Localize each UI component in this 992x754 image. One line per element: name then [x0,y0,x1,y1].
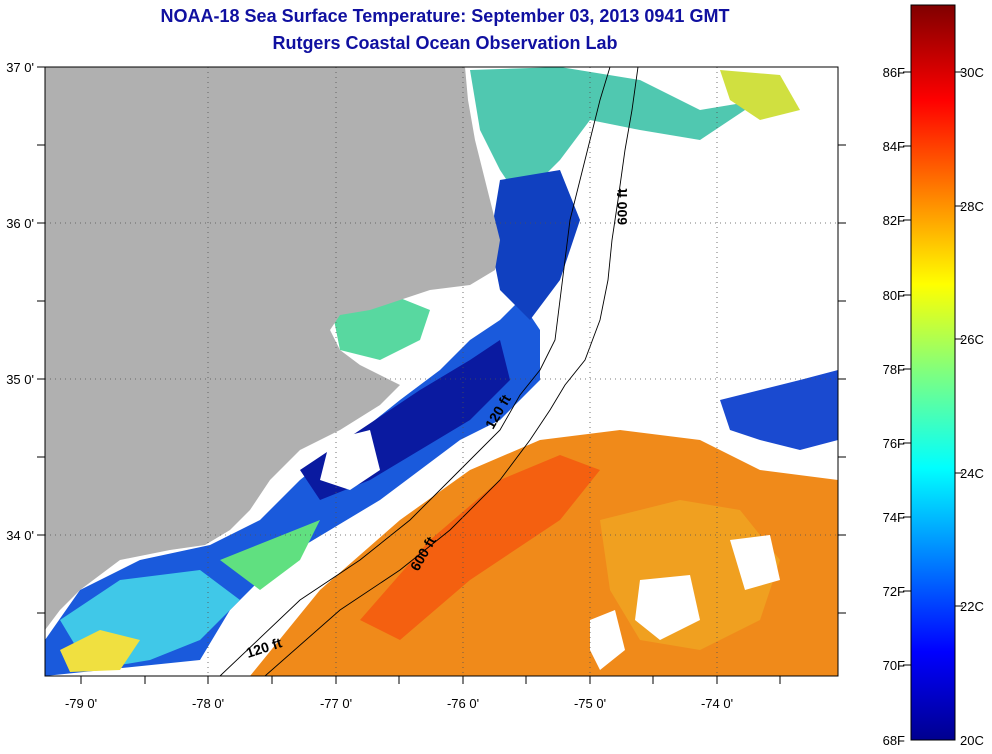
lon-label: -75 0' [574,696,606,711]
land-mass [45,67,500,630]
colorbar-c-label: 28C [960,199,984,214]
map-frame [44,66,839,677]
graticule [45,67,838,676]
colorbar-ticks [903,71,963,666]
colorbar [910,4,956,741]
cloud-patch [320,430,380,490]
contour-120ft [219,67,611,676]
colorbar-c-label: 26C [960,332,984,347]
contour-600ft [264,67,639,676]
warm-core-region [360,455,600,640]
yellow-water-patch [60,630,140,672]
green-water-patch [220,520,320,590]
colorbar-f-label: 82F [883,213,905,228]
cloud-patch [730,535,780,590]
colorbar-f-label: 78F [883,362,905,377]
colorbar-f-label: 70F [883,658,905,673]
lat-label: 35 0' [6,372,34,387]
lon-label: -74 0' [701,696,733,711]
colorbar-f-label: 76F [883,436,905,451]
north-yellow-water [720,70,800,120]
north-blue-water [490,170,580,320]
left-ticks [37,66,846,614]
colorbar-f-label: 80F [883,288,905,303]
colorbar-f-label: 68F [883,733,905,748]
colorbar-f-label: 86F [883,65,905,80]
lon-label: -79 0' [65,696,97,711]
colorbar-f-label: 72F [883,584,905,599]
map-area: 600 ft 120 ft 600 ft 120 ft [45,67,838,676]
colorbar-f-label: 74F [883,510,905,525]
colorbar-c-label: 30C [960,65,984,80]
lon-label: -77 0' [320,696,352,711]
east-blue-patch [720,370,838,450]
lat-label: 34 0' [6,528,34,543]
contour-label: 600 ft [614,188,630,225]
colorbar-f-label: 84F [883,139,905,154]
map-title: NOAA-18 Sea Surface Temperature: Septemb… [160,6,730,26]
lat-label: 36 0' [6,216,34,231]
lat-label: 37 0' [6,60,34,75]
lon-label: -78 0' [192,696,224,711]
cloud-patch [590,610,625,670]
north-cyan-water [470,67,760,200]
colorbar-c-label: 20C [960,733,984,748]
bottom-ticks [80,676,781,684]
lon-label: -76 0' [447,696,479,711]
colorbar-c-label: 22C [960,599,984,614]
cloud-patch [635,575,700,640]
colorbar-c-label: 24C [960,466,984,481]
map-subtitle: Rutgers Coastal Ocean Observation Lab [272,33,618,53]
